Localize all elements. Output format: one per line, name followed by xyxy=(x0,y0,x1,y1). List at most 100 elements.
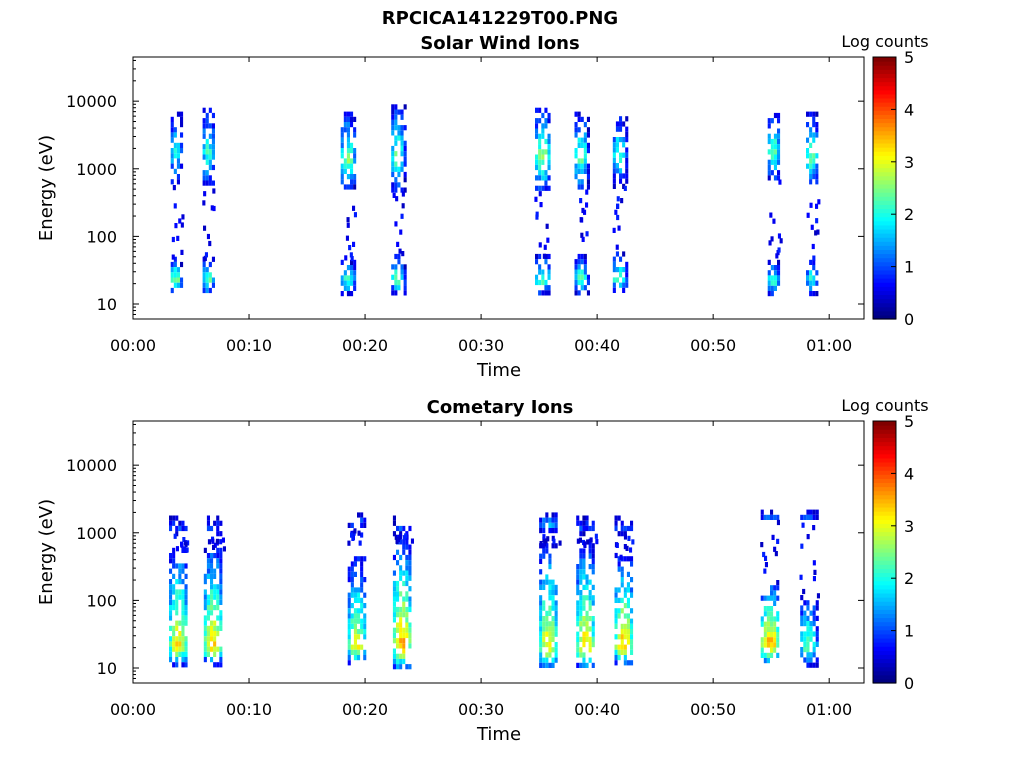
heatmap-cell xyxy=(181,563,185,569)
heatmap-cell xyxy=(173,533,177,539)
heatmap-cell xyxy=(398,248,402,254)
heatmap-cell xyxy=(630,592,634,598)
heatmap-cell xyxy=(205,112,209,119)
colorbar-segment xyxy=(873,564,896,569)
heatmap-cell xyxy=(172,636,176,642)
heatmap-cell xyxy=(577,259,581,265)
y-tick-label: 10 xyxy=(97,295,117,314)
heatmap-cell xyxy=(816,229,820,235)
heatmap-cell xyxy=(585,520,589,526)
heatmap-cell xyxy=(806,111,810,117)
heatmap-cell xyxy=(582,600,586,606)
heatmap-cell xyxy=(397,279,401,286)
heatmap-cell xyxy=(588,642,592,648)
heatmap-cell xyxy=(585,631,589,637)
colorbar-segment xyxy=(873,658,896,664)
heatmap-cell xyxy=(202,267,206,273)
heatmap-cell xyxy=(542,662,546,668)
heatmap-cell xyxy=(541,123,545,129)
heatmap-cell xyxy=(773,154,777,160)
heatmap-cell xyxy=(402,643,406,649)
heatmap-cell xyxy=(169,558,173,564)
heatmap-cell xyxy=(552,538,556,544)
heatmap-cell xyxy=(548,636,552,642)
heatmap-cell xyxy=(216,625,220,631)
heatmap-cell xyxy=(350,122,354,128)
heatmap-cell xyxy=(541,185,545,191)
heatmap-cell xyxy=(392,531,396,537)
heatmap-cell xyxy=(619,168,623,174)
heatmap-cell xyxy=(347,603,351,609)
heatmap-cell xyxy=(551,522,555,528)
heatmap-cell xyxy=(360,566,364,572)
burst-2 xyxy=(203,515,226,668)
heatmap-cell xyxy=(760,542,764,548)
heatmap-cell xyxy=(542,517,546,523)
heatmap-cell xyxy=(770,632,774,638)
heatmap-cell xyxy=(202,180,206,186)
heatmap-cell xyxy=(350,148,354,154)
heatmap-cell xyxy=(816,593,820,599)
colorbar-segment xyxy=(873,588,896,594)
heatmap-cell xyxy=(543,244,547,250)
heatmap-cell xyxy=(577,127,581,133)
heatmap-cell xyxy=(340,142,344,148)
heatmap-cell xyxy=(620,597,624,603)
heatmap-cell xyxy=(353,116,357,122)
heatmap-cell xyxy=(806,534,810,540)
heatmap-cell xyxy=(542,548,546,554)
colorbar-segment xyxy=(873,502,896,508)
heatmap-cell xyxy=(208,272,212,278)
heatmap-cell xyxy=(353,639,357,645)
heatmap-cell xyxy=(357,608,361,614)
colorbar-segment xyxy=(873,437,896,443)
heatmap-cell xyxy=(392,638,396,644)
colorbar-label: Log counts xyxy=(841,32,928,51)
heatmap-cell xyxy=(809,153,813,159)
heatmap-cell xyxy=(346,163,350,169)
heatmap-cell xyxy=(405,627,409,633)
heatmap-cell xyxy=(357,655,361,661)
heatmap-cell xyxy=(392,653,396,659)
heatmap-cell xyxy=(181,594,185,600)
heatmap-cell xyxy=(206,631,210,637)
heatmap-cell xyxy=(617,649,621,655)
heatmap-cell xyxy=(588,579,592,585)
heatmap-cell xyxy=(615,267,619,273)
heatmap-cell xyxy=(392,612,396,618)
heatmap-cell xyxy=(400,161,404,167)
heatmap-cell xyxy=(763,621,767,627)
heatmap-cell xyxy=(588,616,592,622)
colorbar-segment xyxy=(873,261,896,267)
heatmap-cell xyxy=(401,251,405,257)
heatmap-cell xyxy=(809,631,813,637)
heatmap-cell xyxy=(766,642,770,648)
heatmap-cell xyxy=(213,542,217,548)
heatmap-cell xyxy=(360,517,364,523)
heatmap-cell xyxy=(538,144,542,150)
heatmap-cell xyxy=(219,610,223,616)
heatmap-cell xyxy=(169,584,173,590)
heatmap-cell xyxy=(615,121,619,127)
heatmap-cell xyxy=(586,290,590,296)
heatmap-cell xyxy=(219,594,223,600)
heatmap-cell xyxy=(766,621,770,627)
heatmap-cell xyxy=(542,522,546,528)
heatmap-cell xyxy=(574,269,578,275)
heatmap-cell xyxy=(539,558,543,564)
heatmap-cell xyxy=(548,528,552,534)
heatmap-cell xyxy=(208,159,212,165)
heatmap-cell xyxy=(766,616,770,622)
heatmap-cell xyxy=(770,626,774,632)
heatmap-cell xyxy=(625,277,629,283)
heatmap-cell xyxy=(396,658,400,665)
heatmap-cell xyxy=(173,282,177,288)
heatmap-cell xyxy=(400,109,404,115)
heatmap-cell xyxy=(620,566,624,572)
heatmap-cell xyxy=(551,528,555,534)
colorbar-segment xyxy=(873,486,896,492)
heatmap-cell xyxy=(815,203,819,209)
heatmap-cell xyxy=(767,259,771,265)
heatmap-cell xyxy=(210,584,214,590)
heatmap-cell xyxy=(612,256,616,262)
